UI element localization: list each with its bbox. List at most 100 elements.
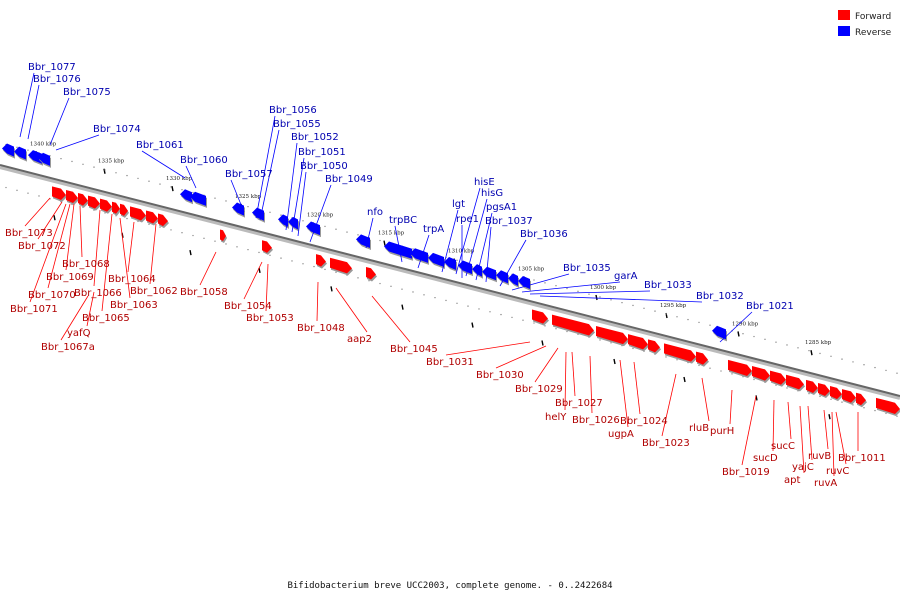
- forward-gene-block[interactable]: [78, 193, 88, 206]
- forward-gene-block[interactable]: [366, 266, 376, 280]
- forward-gene-block[interactable]: [532, 309, 548, 324]
- forward-gene-block[interactable]: [664, 343, 696, 362]
- forward-gene-block[interactable]: [842, 389, 856, 403]
- reverse-gene-label[interactable]: Bbr_1075: [63, 87, 111, 98]
- reverse-gene-block[interactable]: [14, 146, 26, 160]
- forward-gene-label[interactable]: Bbr_1019: [722, 467, 770, 478]
- forward-gene-label[interactable]: Bbr_1058: [180, 287, 228, 298]
- forward-gene-block[interactable]: [696, 351, 708, 365]
- reverse-gene-label[interactable]: Bbr_1049: [325, 174, 373, 185]
- reverse-gene-label[interactable]: garA: [614, 271, 638, 282]
- forward-gene-block[interactable]: [806, 379, 818, 393]
- forward-gene-label[interactable]: Bbr_1063: [110, 300, 158, 311]
- reverse-gene-label[interactable]: Bbr_1060: [180, 155, 228, 166]
- forward-gene-label[interactable]: ruvC: [826, 466, 849, 477]
- reverse-gene-block[interactable]: [180, 189, 192, 203]
- reverse-gene-label[interactable]: rpe1: [456, 214, 479, 225]
- forward-gene-label[interactable]: Bbr_1073: [5, 228, 53, 239]
- reverse-gene-block[interactable]: [190, 191, 206, 206]
- forward-gene-label[interactable]: Bbr_1029: [515, 384, 563, 395]
- forward-gene-label[interactable]: ugpA: [608, 429, 634, 440]
- reverse-gene-label[interactable]: Bbr_1055: [273, 119, 321, 130]
- reverse-gene-label[interactable]: trpA: [423, 224, 444, 235]
- forward-gene-block[interactable]: [316, 254, 326, 267]
- forward-gene-label[interactable]: Bbr_1030: [476, 370, 524, 381]
- reverse-gene-label[interactable]: Bbr_1032: [696, 291, 744, 302]
- reverse-gene-block[interactable]: [458, 260, 472, 275]
- reverse-gene-label[interactable]: Bbr_1033: [644, 280, 692, 291]
- reverse-gene-block[interactable]: [2, 143, 14, 157]
- forward-gene-block[interactable]: [112, 201, 120, 214]
- forward-gene-label[interactable]: Bbr_1066: [74, 288, 122, 299]
- forward-gene-label[interactable]: aap2: [347, 334, 372, 345]
- reverse-gene-label[interactable]: hisE: [474, 177, 495, 188]
- reverse-gene-label[interactable]: Bbr_1057: [225, 169, 273, 180]
- reverse-gene-label[interactable]: Bbr_1077: [28, 62, 76, 73]
- reverse-gene-block[interactable]: [28, 150, 42, 164]
- forward-gene-label[interactable]: Bbr_1027: [555, 398, 603, 409]
- forward-gene-label[interactable]: Bbr_1023: [642, 438, 690, 449]
- forward-gene-label[interactable]: apt: [784, 475, 800, 486]
- forward-gene-block[interactable]: [130, 206, 146, 221]
- reverse-gene-label[interactable]: hisG: [481, 188, 503, 199]
- forward-gene-label[interactable]: Bbr_1024: [620, 416, 668, 427]
- forward-gene-block[interactable]: [100, 198, 112, 212]
- reverse-gene-label[interactable]: Bbr_1036: [520, 229, 568, 240]
- forward-gene-label[interactable]: Bbr_1065: [82, 313, 130, 324]
- forward-gene-label[interactable]: yafQ: [67, 328, 91, 339]
- reverse-gene-block[interactable]: [508, 273, 518, 286]
- forward-gene-label[interactable]: Bbr_1062: [130, 286, 178, 297]
- reverse-gene-block[interactable]: [482, 266, 496, 281]
- forward-gene-block[interactable]: [66, 189, 78, 204]
- reverse-gene-block[interactable]: [444, 256, 456, 271]
- reverse-gene-label[interactable]: Bbr_1076: [33, 74, 81, 85]
- forward-gene-block[interactable]: [220, 229, 226, 242]
- forward-gene-block[interactable]: [786, 374, 804, 390]
- forward-gene-block[interactable]: [262, 240, 272, 253]
- reverse-gene-label[interactable]: Bbr_1035: [563, 263, 611, 274]
- forward-gene-block[interactable]: [628, 334, 648, 350]
- forward-gene-block[interactable]: [88, 195, 100, 209]
- reverse-gene-block[interactable]: [384, 241, 412, 259]
- forward-gene-label[interactable]: sucD: [753, 453, 778, 464]
- reverse-gene-block[interactable]: [712, 325, 726, 340]
- forward-gene-block[interactable]: [52, 186, 66, 200]
- reverse-gene-label[interactable]: lgt: [452, 199, 465, 210]
- reverse-gene-block[interactable]: [252, 207, 264, 221]
- forward-gene-label[interactable]: sucC: [771, 441, 795, 452]
- forward-gene-block[interactable]: [856, 392, 866, 406]
- reverse-gene-label[interactable]: Bbr_1061: [136, 140, 184, 151]
- reverse-gene-block[interactable]: [288, 216, 298, 230]
- forward-gene-block[interactable]: [818, 382, 830, 397]
- forward-gene-label[interactable]: Bbr_1054: [224, 301, 272, 312]
- reverse-gene-label[interactable]: pgsA1: [486, 202, 517, 213]
- forward-gene-block[interactable]: [830, 386, 842, 400]
- reverse-gene-block[interactable]: [496, 270, 508, 284]
- reverse-gene-block[interactable]: [428, 252, 444, 267]
- forward-gene-block[interactable]: [552, 314, 594, 336]
- reverse-gene-label[interactable]: Bbr_1021: [746, 301, 794, 312]
- forward-gene-block[interactable]: [876, 397, 900, 414]
- forward-gene-label[interactable]: Bbr_1031: [426, 357, 474, 368]
- forward-gene-label[interactable]: ruvA: [814, 478, 837, 489]
- forward-gene-label[interactable]: Bbr_1045: [390, 344, 438, 355]
- reverse-gene-label[interactable]: Bbr_1052: [291, 132, 339, 143]
- reverse-gene-block[interactable]: [278, 214, 288, 227]
- forward-gene-label[interactable]: Bbr_1070: [28, 290, 76, 301]
- forward-gene-block[interactable]: [728, 359, 752, 377]
- reverse-gene-label[interactable]: Bbr_1074: [93, 124, 141, 135]
- forward-gene-label[interactable]: ruvB: [808, 451, 831, 462]
- reverse-gene-label[interactable]: trpBC: [389, 215, 417, 226]
- forward-gene-label[interactable]: rluB: [689, 423, 709, 434]
- forward-gene-label[interactable]: Bbr_1026: [572, 415, 620, 426]
- forward-gene-block[interactable]: [330, 257, 352, 274]
- forward-gene-block[interactable]: [146, 210, 158, 224]
- forward-gene-block[interactable]: [648, 339, 660, 353]
- reverse-gene-label[interactable]: Bbr_1037: [485, 216, 533, 227]
- forward-gene-label[interactable]: Bbr_1048: [297, 323, 345, 334]
- forward-gene-label[interactable]: Bbr_1011: [838, 453, 886, 464]
- forward-gene-label[interactable]: Bbr_1072: [18, 241, 66, 252]
- forward-gene-block[interactable]: [596, 325, 628, 345]
- forward-gene-block[interactable]: [752, 366, 770, 381]
- forward-gene-block[interactable]: [158, 213, 168, 227]
